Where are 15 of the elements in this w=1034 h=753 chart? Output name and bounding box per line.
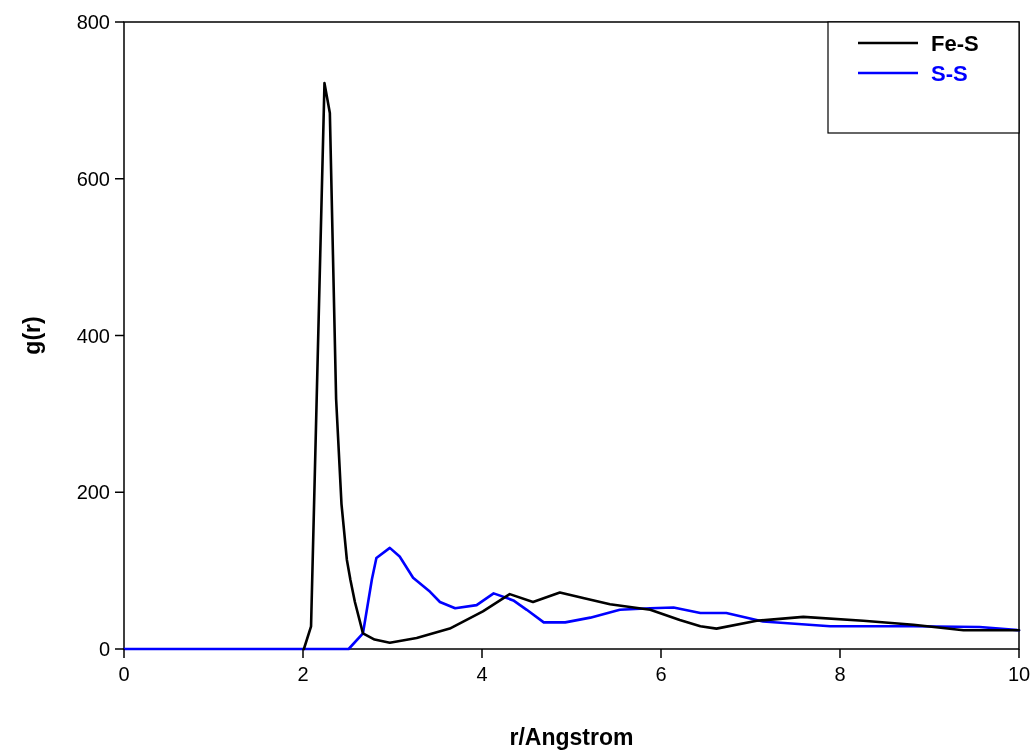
y-tick-label: 200 [76,481,110,504]
x-axis-title: r/Angstrom [509,724,634,750]
y-tick-label: 800 [76,11,110,33]
x-tick-label: 10 [1007,663,1031,685]
x-tick-label: 8 [834,663,846,685]
x-tick-label: 2 [297,663,309,685]
x-tick-label: 0 [118,663,130,685]
legend-label: S-S [931,61,968,86]
x-tick-label: 4 [476,663,488,685]
legend-label: Fe-S [931,31,979,56]
y-axis-title: g(r) [19,316,45,355]
y-tick-label: 600 [76,167,110,190]
y-tick-label: 0 [98,638,110,660]
y-tick-label: 400 [76,324,110,347]
x-tick-label: 6 [655,663,667,685]
